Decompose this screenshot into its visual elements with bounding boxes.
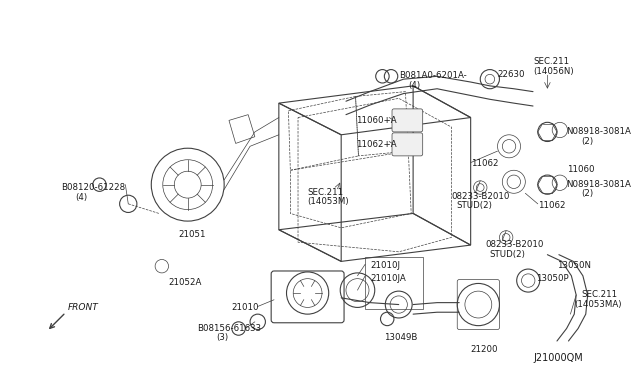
Text: 13049B: 13049B (385, 333, 418, 342)
Text: (14053M): (14053M) (308, 197, 349, 206)
Text: 11060+A: 11060+A (356, 116, 396, 125)
Text: 21010J: 21010J (370, 262, 400, 270)
Bar (365, 257, 422, 310)
Text: (4): (4) (408, 81, 420, 90)
Text: 11060: 11060 (566, 166, 594, 174)
Text: B08120-61228: B08120-61228 (61, 183, 125, 192)
Text: 21052A: 21052A (168, 278, 202, 287)
Text: FRONT: FRONT (68, 303, 99, 312)
Text: N08918-3081A: N08918-3081A (566, 180, 632, 189)
Text: SEC.211: SEC.211 (533, 57, 569, 66)
Text: (4): (4) (76, 193, 88, 202)
Text: 08233-B2010: 08233-B2010 (451, 192, 510, 201)
Text: 08233-B2010: 08233-B2010 (485, 240, 543, 249)
Text: J21000QM: J21000QM (533, 353, 583, 362)
Text: B081A0-6201A-: B081A0-6201A- (399, 71, 467, 80)
Text: STUD(2): STUD(2) (490, 250, 525, 259)
Text: 11062: 11062 (538, 201, 565, 210)
Text: 21010JA: 21010JA (370, 274, 406, 283)
Text: 21051: 21051 (178, 230, 205, 239)
Text: (2): (2) (581, 189, 593, 198)
Text: (14056N): (14056N) (533, 67, 573, 76)
Text: 21010: 21010 (231, 303, 259, 312)
Text: 11062+A: 11062+A (356, 140, 396, 148)
Text: 13050N: 13050N (557, 262, 591, 270)
Text: 13050P: 13050P (536, 274, 568, 283)
Text: N08918-3081A: N08918-3081A (566, 127, 632, 136)
FancyBboxPatch shape (392, 109, 422, 132)
Text: 22630: 22630 (497, 70, 525, 78)
Text: SEC.211: SEC.211 (581, 290, 617, 299)
FancyBboxPatch shape (392, 133, 422, 156)
Text: (2): (2) (581, 137, 593, 146)
Text: SEC.211: SEC.211 (308, 187, 344, 196)
Text: 11062: 11062 (470, 159, 498, 168)
Text: (14053MA): (14053MA) (574, 300, 621, 309)
Text: (3): (3) (216, 333, 228, 342)
Text: STUD(2): STUD(2) (456, 201, 492, 210)
Text: 21200: 21200 (470, 345, 498, 354)
Text: B08156-61633: B08156-61633 (197, 324, 261, 333)
